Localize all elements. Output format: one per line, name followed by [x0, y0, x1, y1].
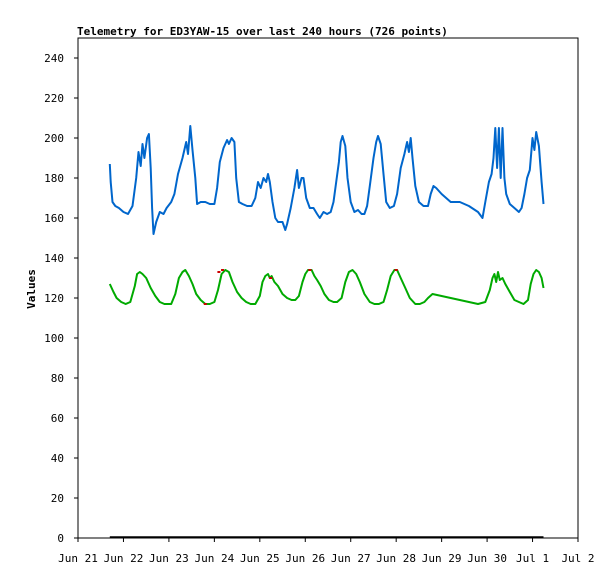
series-line-1 [108, 125, 545, 235]
x-axis: Jun 21 Jun 22 Jun 23 Jun 24 Jun 25 Jun 26 Jun … [58, 538, 595, 565]
y-tick-label: 0 [57, 532, 64, 545]
y-tick-label: 220 [44, 92, 64, 105]
y-tick-label: 80 [51, 372, 64, 385]
x-tick-label: Jun 26 [285, 552, 325, 565]
data-marker [269, 277, 273, 279]
x-tick-label: Jun 27 [331, 552, 371, 565]
marker-layer [203, 269, 398, 305]
x-tick-label: Jul 1 [516, 552, 549, 565]
y-tick-label: 140 [44, 252, 64, 265]
y-tick-label: 200 [44, 132, 64, 145]
x-tick-label: Jun 25 [240, 552, 280, 565]
y-axis-label: Values [25, 269, 38, 309]
data-marker [221, 269, 225, 271]
x-tick-label: Jun 23 [149, 552, 189, 565]
data-marker [394, 269, 398, 271]
y-tick-label: 100 [44, 332, 64, 345]
x-tick-label: Jun 29 [422, 552, 462, 565]
plot-area [77, 37, 579, 539]
series-line-2 [108, 269, 545, 305]
y-tick-label: 180 [44, 172, 64, 185]
y-axis: 0 20 40 60 80 100 120 140 160 180 200 220 240 [44, 52, 78, 545]
y-tick-label: 40 [51, 452, 64, 465]
x-tick-label: Jun 21 [58, 552, 98, 565]
data-marker [203, 303, 207, 305]
x-tick-label: Jul 2 [561, 552, 594, 565]
chart-title: Telemetry for ED3YAW-15 over last 240 ho… [77, 25, 448, 38]
y-tick-label: 120 [44, 292, 64, 305]
series-layer [108, 125, 545, 539]
x-tick-label: Jun 30 [467, 552, 507, 565]
y-tick-label: 160 [44, 212, 64, 225]
y-tick-label: 240 [44, 52, 64, 65]
x-tick-label: Jun 28 [376, 552, 416, 565]
data-marker [217, 271, 221, 273]
x-tick-label: Jun 24 [194, 552, 234, 565]
x-tick-label: Jun 22 [104, 552, 144, 565]
data-marker [308, 269, 312, 271]
y-tick-label: 60 [51, 412, 64, 425]
y-tick-label: 20 [51, 492, 64, 505]
